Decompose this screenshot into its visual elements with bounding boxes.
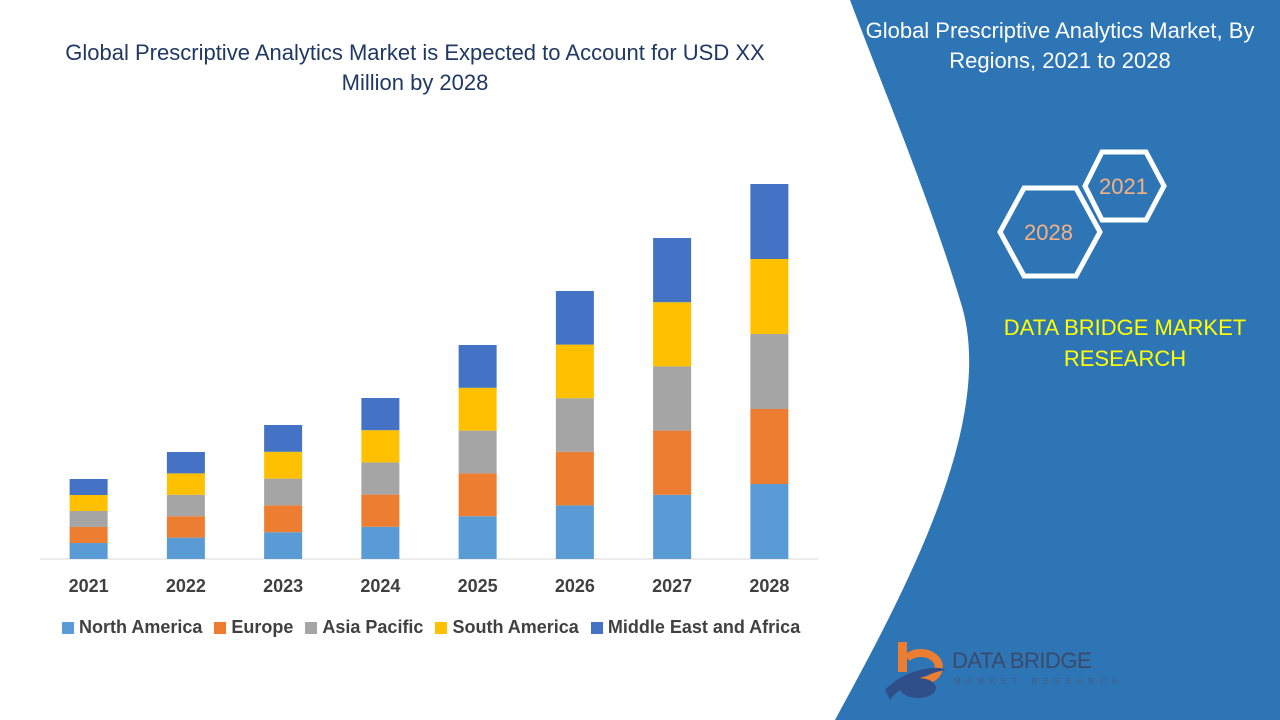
x-tick-label: 2028 (749, 576, 790, 596)
x-tick-label: 2027 (652, 576, 693, 596)
x-tick-label: 2024 (360, 576, 401, 596)
x-tick-label: 2022 (165, 576, 206, 596)
legend-item: Asia Pacific (305, 617, 423, 638)
bar-segment-2028-1 (750, 409, 789, 484)
bar-segment-2022-2 (166, 494, 205, 517)
bar-segment-2023-1 (264, 505, 303, 533)
bar-segment-2022-3 (166, 473, 205, 495)
hexagon-2028 (997, 185, 1103, 279)
legend-label: South America (452, 617, 579, 637)
bar-segment-2023-2 (264, 478, 303, 506)
bar-segment-2027-2 (653, 366, 692, 431)
side-title: Global Prescriptive Analytics Market, By… (865, 18, 1255, 73)
legend: North America Europe Asia Pacific South Ame… (62, 617, 800, 638)
legend-swatch (590, 621, 603, 634)
bar-segment-2022-4 (166, 452, 205, 474)
bar-segment-2024-0 (361, 526, 400, 559)
legend-label: Middle East and Africa (607, 617, 801, 637)
bar-segment-2023-4 (264, 425, 303, 452)
legend-swatch (435, 621, 448, 634)
bar-segment-2022-0 (166, 537, 205, 559)
legend-item: North America (62, 617, 202, 638)
bar-segment-2026-0 (555, 505, 594, 559)
bar-segment-2028-3 (750, 259, 789, 334)
bar-segment-2025-4 (458, 345, 497, 388)
bar-segment-2023-3 (264, 451, 303, 479)
bar-segment-2025-0 (458, 516, 497, 559)
legend-label: Europe (231, 617, 294, 637)
legend-item: Europe (214, 617, 293, 638)
side-panel (835, 0, 1280, 720)
logo-name: DATA BRIDGE (952, 648, 1092, 673)
bar-segment-2024-3 (361, 430, 400, 463)
legend-swatch (305, 621, 318, 634)
hexagon-2021 (1082, 149, 1167, 223)
logo-sub: MARKET RESEARCH (954, 677, 1124, 686)
bar-segment-2024-2 (361, 462, 400, 495)
bar-segment-2022-1 (166, 516, 205, 538)
bar-segment-2026-4 (555, 291, 594, 345)
legend-label: Asia Pacific (322, 617, 424, 637)
legend-swatch (214, 621, 227, 634)
bar-segment-2025-2 (458, 430, 497, 474)
bar-segment-2024-4 (361, 398, 400, 431)
bar-segment-2027-0 (653, 494, 692, 559)
hex-label-end: 2028 (1024, 220, 1073, 245)
x-tick-label: 2025 (457, 576, 498, 596)
bar-segment-2021-1 (69, 527, 108, 543)
legend-item: Middle East and Africa (590, 617, 801, 638)
bar-segment-2026-3 (555, 344, 594, 399)
bar-segment-2025-1 (458, 473, 497, 517)
logo-icon (885, 642, 945, 700)
bar-segment-2023-0 (264, 532, 303, 559)
chart-plot (40, 184, 818, 560)
bar-segment-2021-0 (69, 543, 108, 559)
bar-segment-2021-2 (69, 511, 108, 527)
bar-segment-2027-3 (653, 302, 692, 367)
hex-label-start: 2021 (1099, 174, 1148, 199)
bar-segment-2026-2 (555, 398, 594, 452)
bar-segment-2028-4 (750, 184, 789, 259)
x-tick-label: 2023 (263, 576, 304, 596)
bar-segment-2021-4 (69, 479, 108, 495)
x-tick-label: 2026 (554, 576, 595, 596)
bar-segment-2028-0 (750, 484, 789, 559)
bar-segment-2026-1 (555, 451, 594, 506)
chart-title: Global Prescriptive Analytics Market is … (65, 40, 765, 95)
bar-segment-2027-1 (653, 430, 692, 495)
bar-segment-2024-1 (361, 494, 400, 527)
bar-segment-2028-2 (750, 334, 789, 409)
bar-segment-2027-4 (653, 238, 692, 303)
bar-segment-2025-3 (458, 387, 497, 431)
x-tick-label: 2021 (68, 576, 109, 596)
bar-segment-2021-3 (69, 495, 108, 511)
legend-swatch (62, 621, 74, 634)
brand-name: DATA BRIDGE MARKET RESEARCH (1003, 315, 1247, 371)
legend-label: North America (79, 617, 203, 637)
legend-item: South America (435, 617, 579, 638)
